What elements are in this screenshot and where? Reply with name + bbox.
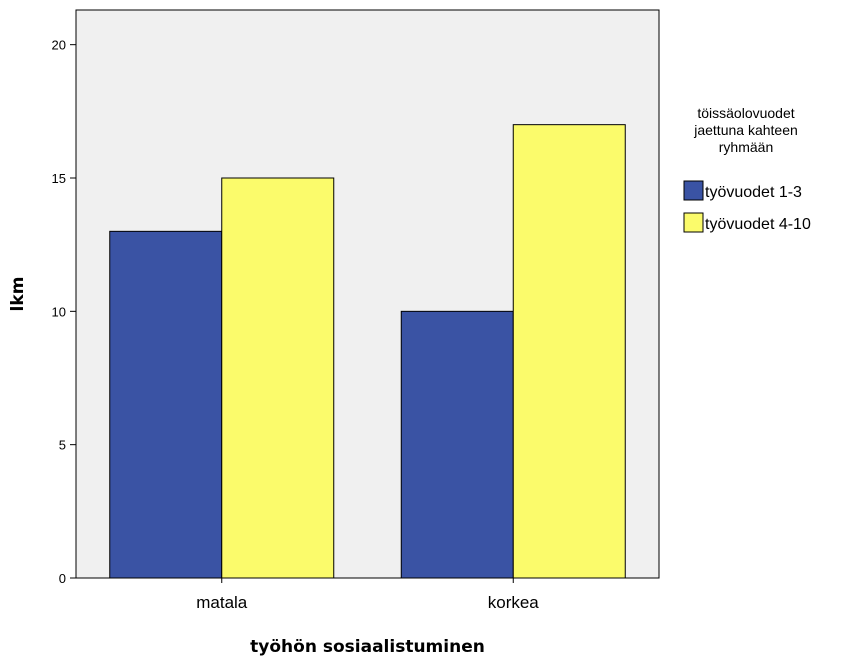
y-tick-label-5: 5: [59, 438, 66, 453]
bar-korkea-series-1: [400, 310, 514, 579]
bar-korkea-series-2: [512, 124, 626, 579]
y-axis-title: lkm: [8, 277, 28, 312]
legend-swatch-1: [683, 180, 704, 201]
legend-label-1: työvuodet 1-3: [705, 184, 802, 201]
legend-title-line-3: ryhmään: [719, 139, 773, 155]
y-tick-label-0: 0: [59, 571, 66, 586]
legend-swatch-2: [683, 212, 704, 233]
x-axis-title: työhön sosiaalistuminen: [250, 637, 485, 657]
legend-title-line-2: jaettuna kahteen: [693, 122, 798, 138]
y-tick-label-15: 15: [52, 171, 66, 186]
x-tick-label-korkea: korkea: [488, 593, 540, 612]
y-tick-label-10: 10: [52, 304, 66, 319]
legend-label-2: työvuodet 4-10: [705, 216, 811, 233]
x-tick-label-matala: matala: [196, 593, 248, 612]
bar-matala-series-1: [109, 230, 223, 579]
legend-title-line-1: töissäolovuodet: [697, 105, 794, 121]
y-tick-label-20: 20: [52, 38, 66, 53]
bar-matala-series-2: [221, 177, 335, 579]
